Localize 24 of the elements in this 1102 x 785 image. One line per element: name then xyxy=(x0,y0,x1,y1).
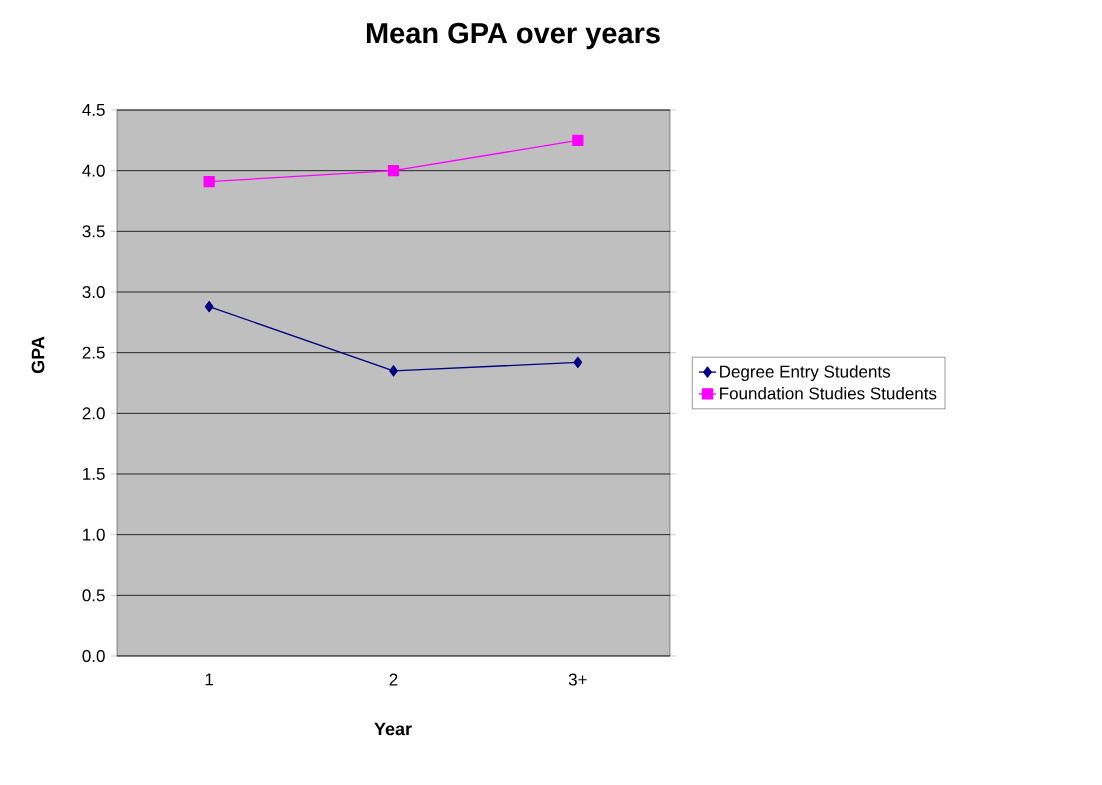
y-axis-title: GPA xyxy=(31,336,45,374)
y-tick-label: 4.5 xyxy=(82,104,105,116)
y-tick-label: 0.0 xyxy=(82,649,105,663)
legend-label: Degree Entry Students xyxy=(720,365,891,382)
x-axis-title: Year xyxy=(374,722,412,736)
chart-title: Mean GPA over years xyxy=(366,22,660,50)
y-tick-label: 4.0 xyxy=(82,164,105,177)
x-tick-label: 2 xyxy=(389,673,398,686)
x-tick-label: 3+ xyxy=(568,673,587,686)
y-tick-label: 1.5 xyxy=(83,468,105,480)
point xyxy=(573,356,583,369)
y-tick-label: 1.0 xyxy=(83,528,105,541)
point xyxy=(387,165,400,177)
x-tick-label: 1 xyxy=(205,673,214,686)
point xyxy=(389,365,398,377)
y-tick-label: 0.5 xyxy=(82,589,105,602)
point xyxy=(572,134,584,146)
point xyxy=(204,300,214,313)
y-tick-label: 3.5 xyxy=(82,225,105,238)
point xyxy=(203,175,215,188)
legend-label: Foundation Studies Students xyxy=(720,387,937,400)
y-tick-label: 2.5 xyxy=(82,346,105,359)
y-tick-label: 2.0 xyxy=(82,407,105,420)
y-tick-label: 3.0 xyxy=(82,285,105,299)
